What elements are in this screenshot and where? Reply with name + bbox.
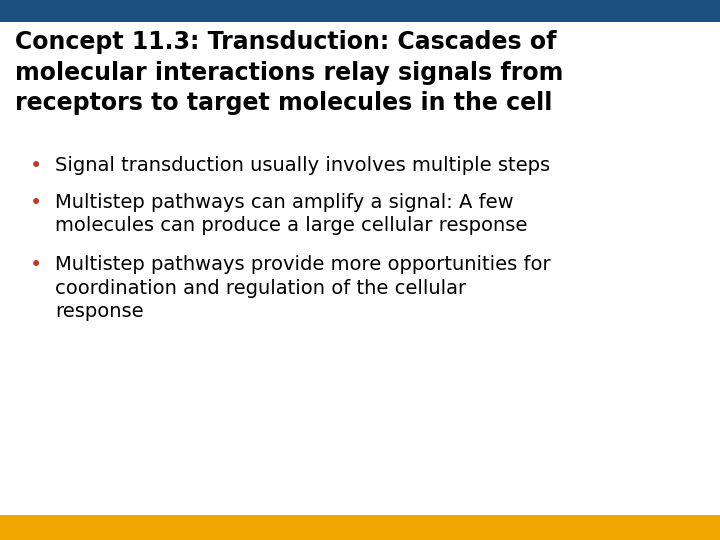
Text: •: • [30, 255, 42, 275]
Bar [0, 515, 720, 540]
Text: Multistep pathways provide more opportunities for
coordination and regulation of: Multistep pathways provide more opportun… [55, 255, 551, 321]
Text: •: • [30, 156, 42, 176]
Text: Multistep pathways can amplify a signal: A few
molecules can produce a large cel: Multistep pathways can amplify a signal:… [55, 193, 527, 235]
Text: Concept 11.3: Transduction: Cascades of
molecular interactions relay signals fro: Concept 11.3: Transduction: Cascades of … [15, 30, 563, 116]
Text: Signal transduction usually involves multiple steps: Signal transduction usually involves mul… [55, 156, 550, 174]
Bar [0, 0, 720, 22]
Text: •: • [30, 193, 42, 213]
Text: © 2011 Pearson Education, Inc.: © 2011 Pearson Education, Inc. [15, 523, 192, 532]
